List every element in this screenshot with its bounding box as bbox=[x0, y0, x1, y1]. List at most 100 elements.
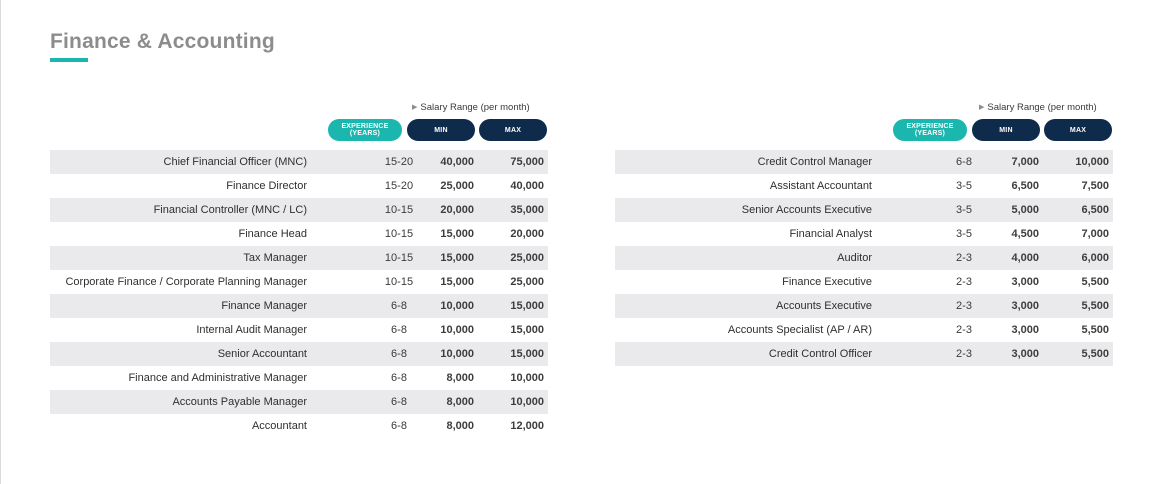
min-salary: 8,000 bbox=[446, 372, 474, 384]
max-salary: 7,500 bbox=[1081, 180, 1109, 192]
min-salary: 3,000 bbox=[1011, 276, 1039, 288]
min-salary: 8,000 bbox=[446, 396, 474, 408]
min-salary: 15,000 bbox=[440, 228, 474, 240]
min-salary: 15,000 bbox=[440, 252, 474, 264]
experience-value: 3-5 bbox=[956, 228, 972, 240]
table-row: Financial Analyst 3-5 4,500 7,000 bbox=[615, 222, 1113, 246]
max-salary: 7,000 bbox=[1081, 228, 1109, 240]
min-salary: 25,000 bbox=[440, 180, 474, 192]
experience-value: 10-15 bbox=[384, 252, 414, 264]
table-row: Finance Director 15-20 25,000 40,000 bbox=[50, 174, 548, 198]
title-underline bbox=[50, 58, 88, 62]
table-row: Senior Accountant 6-8 10,000 15,000 bbox=[50, 342, 548, 366]
min-salary: 5,000 bbox=[1011, 204, 1039, 216]
max-salary: 10,000 bbox=[510, 396, 544, 408]
min-salary: 15,000 bbox=[440, 276, 474, 288]
salary-range-label: ▶ Salary Range (per month) bbox=[979, 102, 1097, 113]
experience-value: 10-15 bbox=[384, 204, 414, 216]
min-salary: 3,000 bbox=[1011, 300, 1039, 312]
max-salary: 5,500 bbox=[1081, 324, 1109, 336]
table-row: Accountant 6-8 8,000 12,000 bbox=[50, 414, 548, 438]
job-title: Accounts Payable Manager bbox=[172, 396, 307, 408]
job-title: Accountant bbox=[251, 420, 307, 432]
table-row: Auditor 2-3 4,000 6,000 bbox=[615, 246, 1113, 270]
table-row: Finance Head 10-15 15,000 20,000 bbox=[50, 222, 548, 246]
experience-value: 6-8 bbox=[956, 156, 972, 168]
min-salary: 3,000 bbox=[1011, 324, 1039, 336]
experience-value: 2-3 bbox=[956, 300, 972, 312]
experience-value: 6-8 bbox=[391, 372, 407, 384]
job-title: Finance Director bbox=[226, 180, 307, 192]
left-table-rows: Chief Financial Officer (MNC) 15-20 40,000… bbox=[50, 150, 548, 438]
job-title: Credit Control Manager bbox=[757, 156, 872, 168]
job-title: Finance and Administrative Manager bbox=[128, 372, 307, 384]
experience-value: 6-8 bbox=[391, 396, 407, 408]
page-title: Finance & Accounting bbox=[50, 30, 275, 53]
triangle-right-icon: ▶ bbox=[412, 104, 418, 111]
job-title: Corporate Finance / Corporate Planning M… bbox=[65, 276, 307, 288]
min-salary: 3,000 bbox=[1011, 348, 1039, 360]
max-salary: 5,500 bbox=[1081, 300, 1109, 312]
experience-value: 2-3 bbox=[956, 276, 972, 288]
max-salary: 75,000 bbox=[510, 156, 544, 168]
job-title: Finance Manager bbox=[221, 300, 307, 312]
job-title: Accounts Executive bbox=[776, 300, 872, 312]
job-title: Accounts Specialist (AP / AR) bbox=[727, 324, 872, 336]
triangle-right-icon: ▶ bbox=[979, 104, 985, 111]
min-salary: 20,000 bbox=[440, 204, 474, 216]
experience-value: 2-3 bbox=[956, 252, 972, 264]
job-title: Chief Financial Officer (MNC) bbox=[163, 156, 307, 168]
table-row: Corporate Finance / Corporate Planning M… bbox=[50, 270, 548, 294]
max-salary: 5,500 bbox=[1081, 348, 1109, 360]
min-salary: 8,000 bbox=[446, 420, 474, 432]
table-row: Finance Manager 6-8 10,000 15,000 bbox=[50, 294, 548, 318]
job-title: Senior Accounts Executive bbox=[741, 204, 872, 216]
experience-value: 6-8 bbox=[391, 420, 407, 432]
table-row: Internal Audit Manager 6-8 10,000 15,000 bbox=[50, 318, 548, 342]
max-header: MAX bbox=[479, 119, 547, 141]
job-title: Internal Audit Manager bbox=[196, 324, 307, 336]
table-row: Finance and Administrative Manager 6-8 8,0… bbox=[50, 366, 548, 390]
job-title: Financial Controller (MNC / LC) bbox=[153, 204, 307, 216]
experience-value: 2-3 bbox=[956, 324, 972, 336]
experience-value: 2-3 bbox=[956, 348, 972, 360]
job-title: Auditor bbox=[837, 252, 872, 264]
table-row: Credit Control Manager 6-8 7,000 10,000 bbox=[615, 150, 1113, 174]
table-row: Accounts Payable Manager 6-8 8,000 10,000 bbox=[50, 390, 548, 414]
max-salary: 35,000 bbox=[510, 204, 544, 216]
job-title: Finance Head bbox=[238, 228, 308, 240]
experience-value: 3-5 bbox=[956, 180, 972, 192]
table-row: Accounts Executive 2-3 3,000 5,500 bbox=[615, 294, 1113, 318]
page-border bbox=[0, 0, 1, 484]
max-salary: 15,000 bbox=[510, 348, 544, 360]
max-salary: 10,000 bbox=[1075, 156, 1109, 168]
max-salary: 40,000 bbox=[510, 180, 544, 192]
min-salary: 7,000 bbox=[1011, 156, 1039, 168]
experience-value: 6-8 bbox=[391, 348, 407, 360]
max-header: MAX bbox=[1044, 119, 1112, 141]
job-title: Tax Manager bbox=[243, 252, 307, 264]
table-row: Tax Manager 10-15 15,000 25,000 bbox=[50, 246, 548, 270]
job-title: Credit Control Officer bbox=[768, 348, 872, 360]
min-salary: 10,000 bbox=[440, 348, 474, 360]
table-row: Finance Executive 2-3 3,000 5,500 bbox=[615, 270, 1113, 294]
experience-value: 10-15 bbox=[384, 228, 414, 240]
table-row: Assistant Accountant 3-5 6,500 7,500 bbox=[615, 174, 1113, 198]
min-salary: 4,500 bbox=[1011, 228, 1039, 240]
min-header: MIN bbox=[407, 119, 475, 141]
table-row: Credit Control Officer 2-3 3,000 5,500 bbox=[615, 342, 1113, 366]
max-salary: 25,000 bbox=[510, 276, 544, 288]
table-row: Chief Financial Officer (MNC) 15-20 40,000… bbox=[50, 150, 548, 174]
max-salary: 15,000 bbox=[510, 324, 544, 336]
experience-value: 6-8 bbox=[391, 324, 407, 336]
experience-value: 10-15 bbox=[384, 276, 414, 288]
job-title: Senior Accountant bbox=[217, 348, 307, 360]
experience-header: EXPERIENCE (YEARS) bbox=[328, 119, 402, 141]
min-header: MIN bbox=[972, 119, 1040, 141]
experience-header: EXPERIENCE (YEARS) bbox=[893, 119, 967, 141]
experience-value: 15-20 bbox=[384, 180, 414, 192]
job-title: Assistant Accountant bbox=[769, 180, 872, 192]
job-title: Finance Executive bbox=[782, 276, 872, 288]
max-salary: 25,000 bbox=[510, 252, 544, 264]
experience-value: 15-20 bbox=[384, 156, 414, 168]
